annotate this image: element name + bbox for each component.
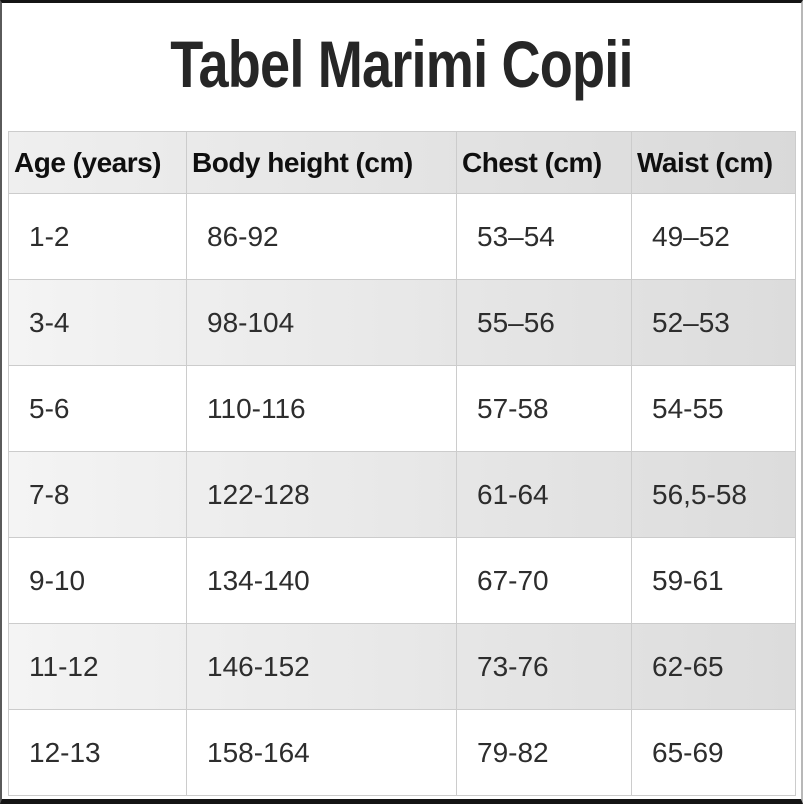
table-row: 3-4 98-104 55–56 52–53 xyxy=(8,279,796,366)
cell-waist: 49–52 xyxy=(631,193,796,280)
cell-age: 11-12 xyxy=(8,623,187,710)
cell-chest: 55–56 xyxy=(456,279,632,366)
cell-age: 9-10 xyxy=(8,537,187,624)
cell-body-height: 146-152 xyxy=(186,623,457,710)
table-row: 12-13 158-164 79-82 65-69 xyxy=(8,709,796,796)
cell-body-height: 86-92 xyxy=(186,193,457,280)
cell-age: 7-8 xyxy=(8,451,187,538)
table-row: 7-8 122-128 61-64 56,5-58 xyxy=(8,451,796,538)
cell-chest: 57-58 xyxy=(456,365,632,452)
table-row: 9-10 134-140 67-70 59-61 xyxy=(8,537,796,624)
cell-body-height: 134-140 xyxy=(186,537,457,624)
cell-waist: 54-55 xyxy=(631,365,796,452)
table-row: 1-2 86-92 53–54 49–52 xyxy=(8,193,796,280)
cell-chest: 73-76 xyxy=(456,623,632,710)
cell-chest: 67-70 xyxy=(456,537,632,624)
cell-body-height: 158-164 xyxy=(186,709,457,796)
table-row: 11-12 146-152 73-76 62-65 xyxy=(8,623,796,710)
cell-body-height: 122-128 xyxy=(186,451,457,538)
column-header-chest: Chest (cm) xyxy=(456,131,632,194)
cell-age: 5-6 xyxy=(8,365,187,452)
column-header-waist: Waist (cm) xyxy=(631,131,796,194)
table-row: 5-6 110-116 57-58 54-55 xyxy=(8,365,796,452)
cell-waist: 62-65 xyxy=(631,623,796,710)
header-row: Age (years) Body height (cm) Chest (cm) … xyxy=(8,131,796,194)
cell-waist: 65-69 xyxy=(631,709,796,796)
cell-waist: 52–53 xyxy=(631,279,796,366)
cell-age: 1-2 xyxy=(8,193,187,280)
cell-chest: 61-64 xyxy=(456,451,632,538)
cell-body-height: 110-116 xyxy=(186,365,457,452)
cell-chest: 53–54 xyxy=(456,193,632,280)
column-header-body-height: Body height (cm) xyxy=(186,131,457,194)
cell-body-height: 98-104 xyxy=(186,279,457,366)
cell-age: 3-4 xyxy=(8,279,187,366)
page-title: Tabel Marimi Copii xyxy=(170,27,633,101)
size-table: Age (years) Body height (cm) Chest (cm) … xyxy=(8,131,796,796)
cell-waist: 56,5-58 xyxy=(631,451,796,538)
column-header-age: Age (years) xyxy=(8,131,187,194)
cell-chest: 79-82 xyxy=(456,709,632,796)
cell-age: 12-13 xyxy=(8,709,187,796)
cell-waist: 59-61 xyxy=(631,537,796,624)
